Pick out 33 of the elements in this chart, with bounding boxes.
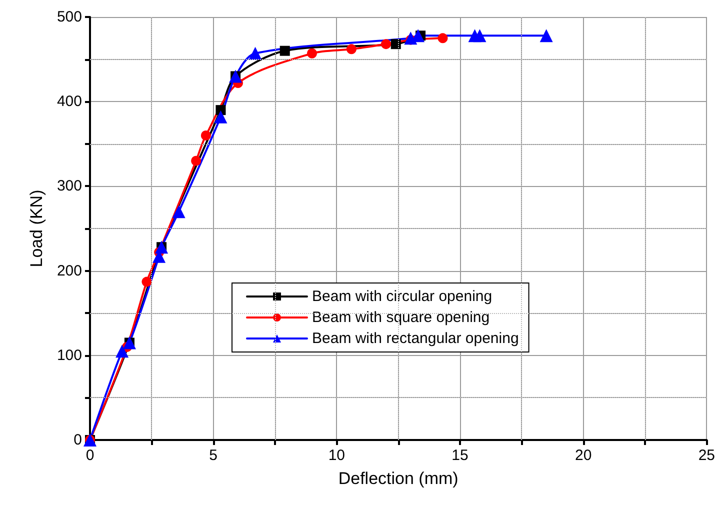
x-tick-label: 0 [86,447,94,464]
y-tick-label: 500 [56,8,82,26]
point [280,46,290,56]
point [214,110,228,124]
y-tick-label: 400 [56,93,82,110]
x-tick-label: 25 [698,447,715,464]
point [438,33,448,44]
point [307,48,317,58]
point [390,39,401,50]
x-tick-label: 15 [452,447,468,464]
point [412,29,425,42]
point [473,29,486,42]
y-tick-label: 200 [56,262,82,280]
y-axis-title: Load (KN) [27,190,46,268]
point [142,276,152,287]
y-tick-label: 300 [56,178,82,195]
x-tick-label: 20 [574,447,592,464]
point [248,46,262,60]
x-tick-label: 10 [328,447,346,464]
point [191,156,202,166]
x-tick-label: 5 [209,447,218,464]
legend-label: Beam with rectangular opening [312,330,519,347]
x-axis-title: Deflection (mm) [338,469,458,488]
point [346,44,356,54]
y-tick-label: 0 [74,432,82,448]
point [540,29,553,42]
point [116,344,129,358]
y-tick-label: 100 [56,346,82,364]
legend-label: Beam with circular opening [312,288,492,305]
point [381,39,391,50]
legend-label: Beam with square opening [312,309,490,326]
point [200,130,211,140]
point [172,205,186,218]
